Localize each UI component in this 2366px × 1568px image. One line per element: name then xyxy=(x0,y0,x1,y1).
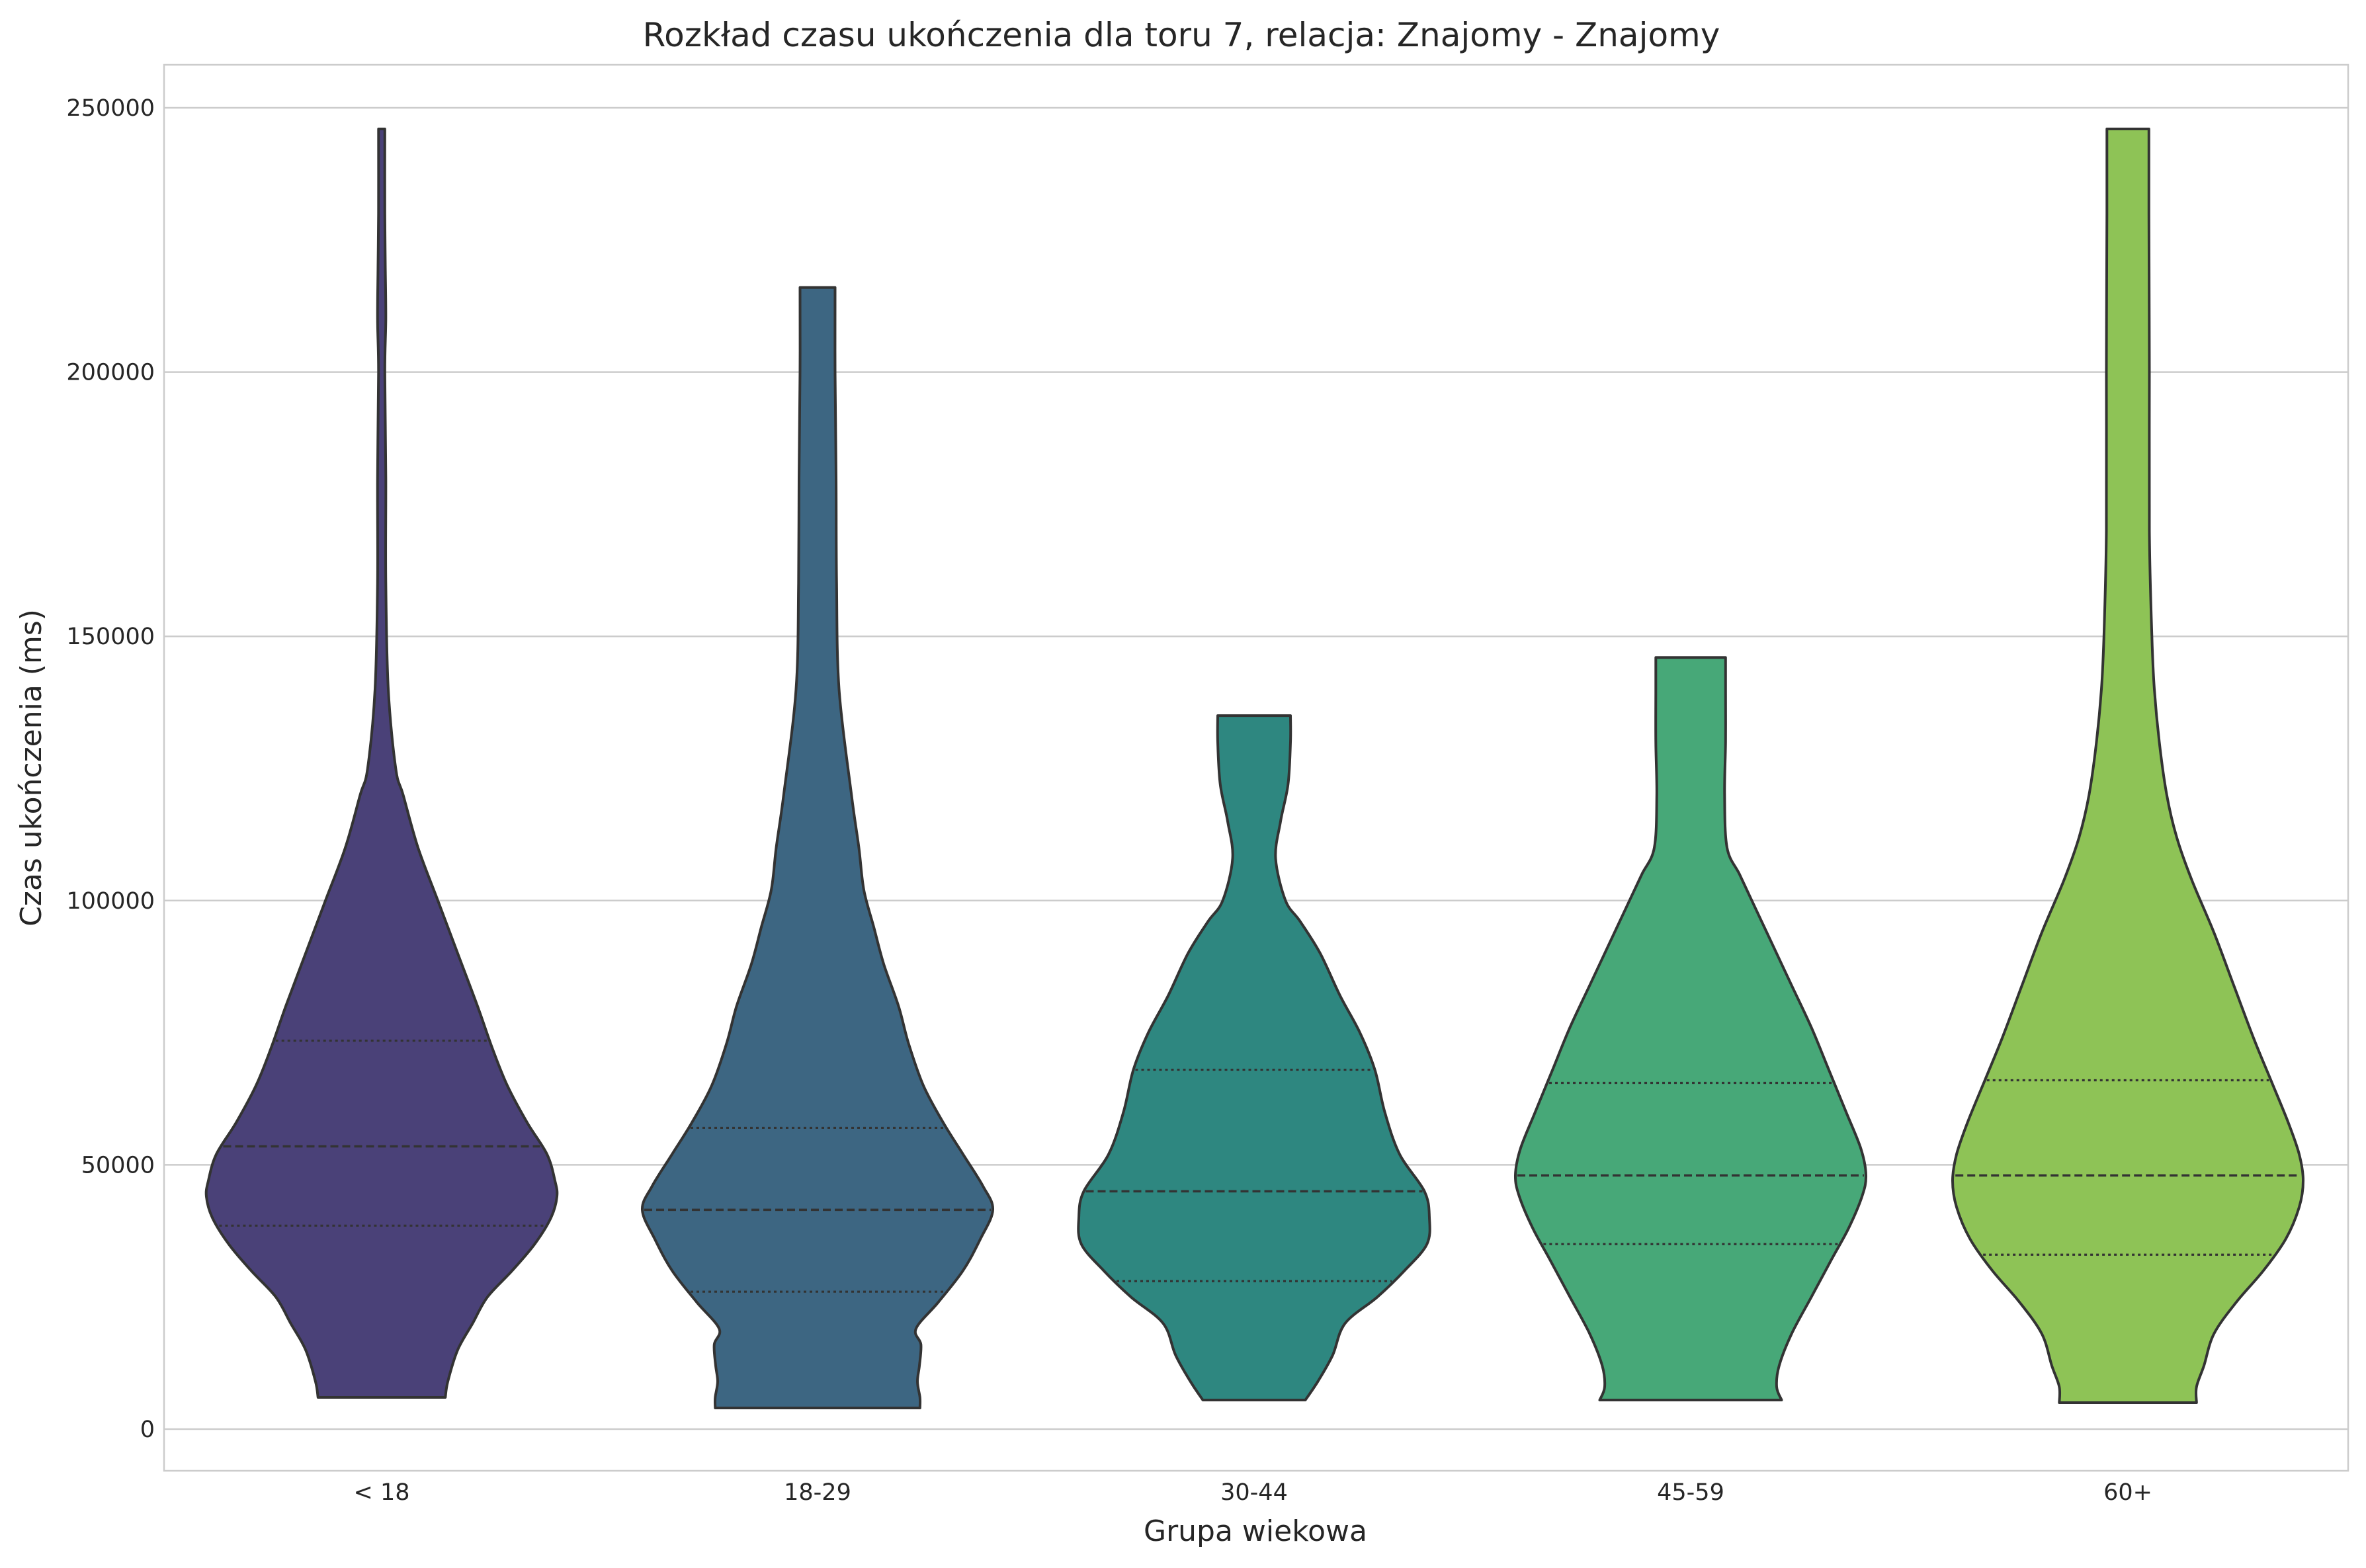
y-axis-label: Czas ukończenia (ms) xyxy=(15,609,48,927)
violin-body xyxy=(1077,714,1431,1401)
y-tick-labels: 0 50000 100000 150000 200000 250000 xyxy=(66,95,155,1443)
plot-frame xyxy=(163,63,2349,1472)
x-tick-label: < 18 xyxy=(354,1479,410,1506)
y-tick-label: 50000 xyxy=(81,1152,155,1178)
chart-title: Rozkład czasu ukończenia dla toru 7, rel… xyxy=(643,16,1720,54)
y-tick-label: 150000 xyxy=(66,624,155,650)
violin-body xyxy=(1513,656,1868,1401)
y-tick-label: 250000 xyxy=(66,95,155,122)
y-tick-label: 100000 xyxy=(66,888,155,915)
violin-body xyxy=(204,128,559,1399)
x-tick-labels: < 18 18-29 30-44 45-59 60+ xyxy=(354,1479,2152,1506)
violin-layer xyxy=(204,128,2304,1409)
y-tick-label: 200000 xyxy=(66,360,155,386)
x-tick-label: 60+ xyxy=(2103,1479,2152,1506)
x-tick-label: 18-29 xyxy=(784,1479,851,1506)
y-tick-label: 0 xyxy=(140,1417,155,1443)
x-axis-label: Grupa wiekowa xyxy=(1144,1514,1367,1548)
x-tick-label: 30-44 xyxy=(1220,1479,1288,1506)
x-tick-label: 45-59 xyxy=(1657,1479,1724,1506)
violin-body xyxy=(1951,128,2304,1404)
